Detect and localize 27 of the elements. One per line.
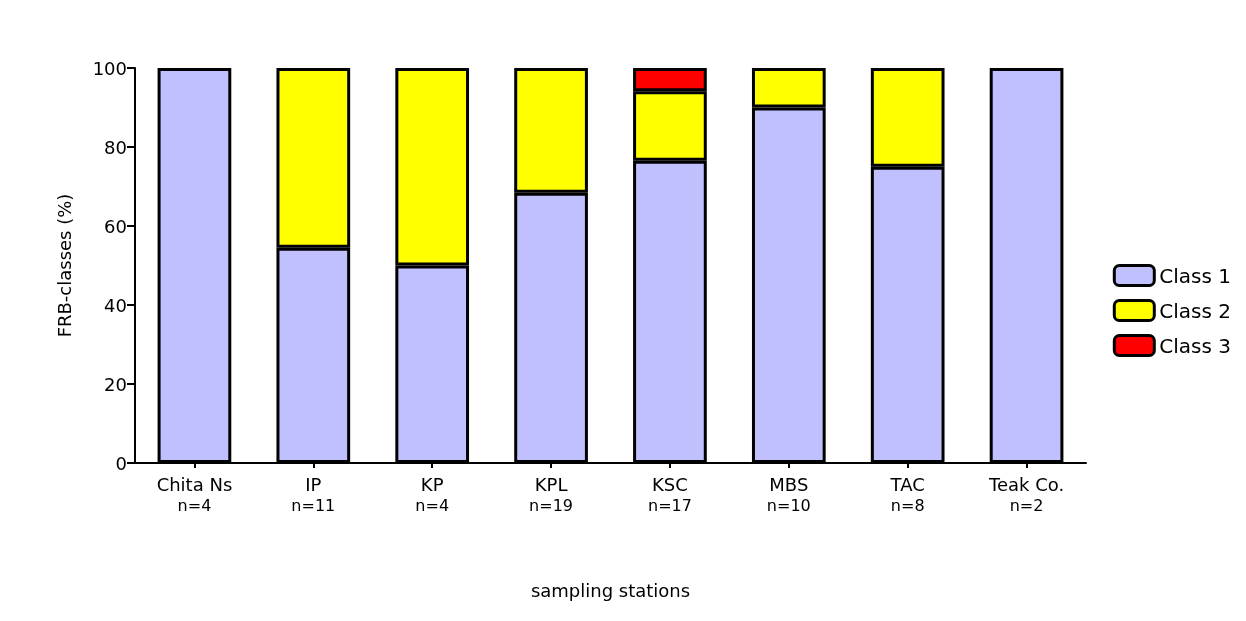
text: n=4 (177, 495, 212, 515)
y-axis-title: FRB-classes (%) (53, 193, 75, 338)
legend-label: Class 1 (1159, 263, 1231, 288)
x-tick-label: Teak Co. (987, 473, 1065, 495)
text: n=11 (291, 495, 336, 515)
text: n=4 (415, 495, 450, 515)
x-axis-title: sampling stations (530, 579, 691, 601)
y-tick-label: 0 (115, 452, 127, 474)
text: n=8 (890, 495, 925, 515)
text: n=10 (766, 495, 811, 515)
text: n=17 (647, 495, 692, 515)
x-tick-label: MBS (769, 473, 809, 495)
x-tick-label: KPL (534, 473, 568, 495)
y-tick-label: 60 (104, 215, 127, 237)
y-tick-label: 80 (104, 136, 127, 158)
x-tick-label: TAC (889, 473, 925, 495)
x-tick-label: KSC (652, 473, 688, 495)
y-tick-label: 100 (92, 57, 127, 79)
legend-label: Class 2 (1159, 298, 1231, 323)
y-tick-label: 20 (104, 373, 127, 395)
text: n=2 (1009, 495, 1044, 515)
legend-label: Class 3 (1159, 333, 1231, 358)
x-tick-label: IP (305, 473, 322, 495)
x-tick-label: Chita Ns (156, 473, 233, 495)
y-tick-label: 40 (104, 294, 127, 316)
text: n=19 (529, 495, 574, 515)
x-tick-label: KP (420, 473, 444, 495)
